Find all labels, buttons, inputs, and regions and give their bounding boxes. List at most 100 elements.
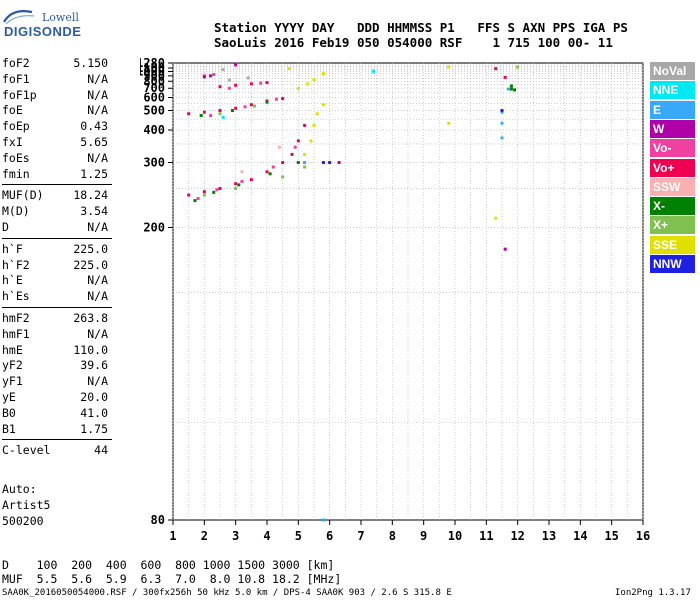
param-name: hmF2: [2, 311, 30, 325]
data-point: [268, 172, 272, 176]
auto-label: Auto:: [2, 482, 37, 496]
param-name: h`F2: [2, 257, 30, 272]
data-point: [202, 75, 206, 79]
data-point: [281, 97, 285, 101]
data-point: [237, 183, 241, 187]
param-name: foF2: [2, 56, 30, 70]
data-point: [227, 86, 231, 90]
param-row: B1 1.75: [2, 422, 108, 437]
data-point: [187, 112, 191, 116]
data-point: [296, 86, 300, 90]
param-row: yF2 39.6: [2, 358, 108, 373]
data-point: [303, 152, 307, 156]
param-row: foF1p N/A: [2, 88, 108, 103]
data-point: [293, 145, 297, 149]
data-point: [296, 139, 300, 143]
data-point: [447, 65, 451, 69]
data-point: [202, 193, 206, 197]
y-tick-label: 500: [143, 104, 165, 118]
footer-version: Ion2Png 1.3.17: [615, 588, 691, 598]
param-name: B0: [2, 405, 16, 420]
param-row: h`E N/A: [2, 273, 108, 288]
data-point: [265, 170, 269, 174]
data-point: [315, 112, 319, 116]
data-point: [243, 105, 247, 109]
muf-frequency-row: MUF 5.5 5.6 5.9 6.3 7.0 8.0 10.8 18.2 [M…: [2, 572, 342, 586]
data-point: [231, 109, 235, 113]
logo-digisonde: DIGISONDE: [4, 24, 82, 39]
param-name: M(D): [2, 204, 30, 219]
param-row: D N/A: [2, 220, 108, 235]
data-point: [503, 75, 507, 79]
muf-distance-row: D 100 200 400 600 800 1000 1500 3000 [km…: [2, 558, 335, 572]
data-point: [252, 104, 256, 108]
param-value: N/A: [87, 87, 108, 102]
param-name: foF1: [2, 71, 30, 86]
param-name: fmin: [2, 166, 30, 181]
param-value: 5.65: [80, 135, 108, 149]
param-row: foEp 0.43: [2, 119, 108, 134]
data-point: [240, 179, 244, 183]
data-point: [516, 65, 520, 69]
data-point: [199, 114, 203, 118]
param-name: hmF1: [2, 326, 30, 341]
param-row: hmF1 N/A: [2, 327, 108, 342]
y-tick-label: 700: [143, 81, 165, 95]
data-point: [218, 85, 222, 89]
param-row: h`Es N/A: [2, 289, 108, 304]
x-tick-label: 1: [169, 529, 176, 543]
y-tick-label: 800: [143, 74, 165, 88]
data-point: [234, 187, 238, 191]
legend-item: SSW: [650, 177, 695, 196]
autoscale-code: 500200: [2, 514, 44, 528]
param-separator: [2, 307, 112, 308]
data-point: [212, 72, 216, 76]
param-value: N/A: [87, 374, 108, 389]
ionogram-chart: 1 2 3 4 5 6 7 8 9 10 11 12 13 14 15 1680200300400500600…: [140, 56, 650, 543]
data-point: [234, 62, 238, 66]
data-point: [218, 187, 222, 191]
y-tick-label: 1000: [140, 65, 165, 79]
data-point: [500, 109, 504, 113]
param-row: foE N/A: [2, 103, 108, 118]
legend-item: X+: [650, 216, 695, 235]
data-point: [303, 165, 307, 169]
data-point: [321, 72, 325, 76]
data-point: [234, 182, 238, 186]
param-name: foE: [2, 103, 23, 118]
data-point: [287, 67, 291, 71]
data-point: [249, 82, 253, 86]
data-point: [447, 121, 451, 125]
param-row: MUF(D) 18.24: [2, 188, 108, 203]
param-value: 5.150: [73, 56, 108, 70]
param-name: C-level: [2, 443, 51, 458]
data-point: [303, 161, 307, 165]
param-value: 225.0: [73, 257, 108, 272]
param-value: 44: [94, 443, 108, 458]
data-point: [312, 78, 316, 82]
y-tick-label: 900: [143, 69, 165, 83]
param-separator: [2, 184, 112, 186]
data-point: [246, 76, 250, 80]
data-point: [506, 87, 510, 91]
data-point: [265, 81, 269, 85]
x-tick-label: 7: [357, 529, 364, 543]
data-point: [500, 121, 504, 125]
data-point: [500, 136, 504, 140]
data-point: [509, 84, 513, 88]
legend-item: NoVal: [650, 62, 695, 80]
param-value: 39.6: [80, 358, 108, 373]
data-point: [249, 103, 253, 107]
param-value: 41.0: [80, 405, 108, 420]
x-tick-label: 11: [479, 529, 493, 543]
param-row: foEs N/A: [2, 151, 108, 166]
x-tick-label: 12: [510, 529, 524, 543]
param-name: h`E: [2, 273, 23, 288]
param-row: foF2 5.150: [2, 56, 108, 71]
legend-item: W: [650, 119, 695, 138]
data-point: [312, 123, 316, 127]
x-tick-label: 10: [448, 529, 462, 543]
data-point: [328, 161, 332, 165]
x-tick-label: 2: [201, 529, 208, 543]
data-point: [209, 114, 213, 118]
